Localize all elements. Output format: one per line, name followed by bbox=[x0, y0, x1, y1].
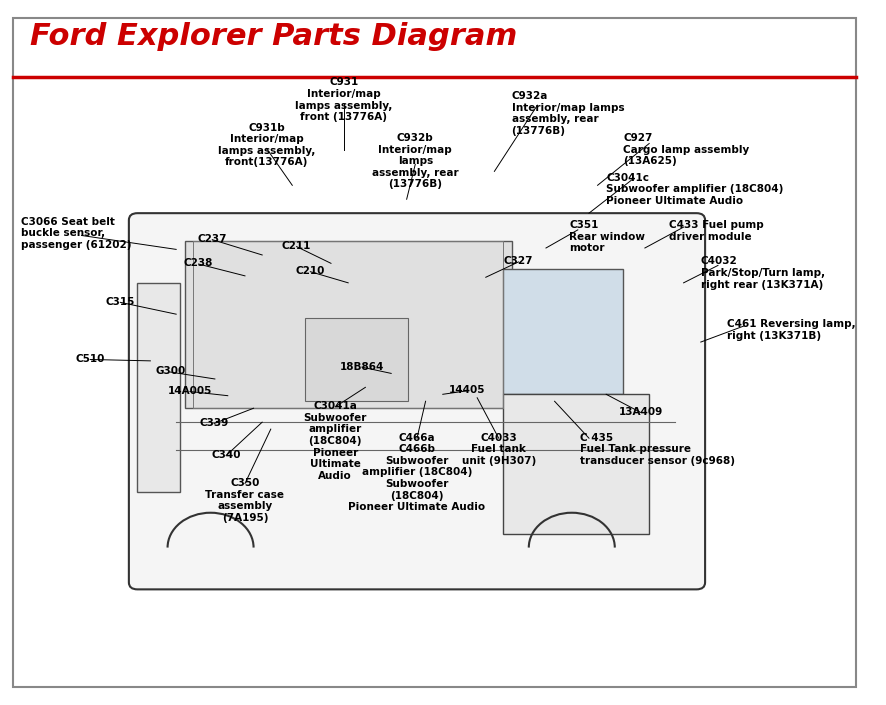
Text: C340: C340 bbox=[211, 450, 240, 460]
Text: G300: G300 bbox=[155, 367, 185, 376]
Text: C461 Reversing lamp,
right (13K371B): C461 Reversing lamp, right (13K371B) bbox=[726, 319, 854, 341]
Text: C339: C339 bbox=[199, 418, 229, 428]
Text: C327: C327 bbox=[503, 257, 532, 266]
Text: C238: C238 bbox=[183, 259, 213, 269]
Text: C4033
Fuel tank
unit (9H307): C4033 Fuel tank unit (9H307) bbox=[461, 433, 535, 466]
Text: C350
Transfer case
assembly
(7A195): C350 Transfer case assembly (7A195) bbox=[206, 478, 284, 522]
Text: 18B864: 18B864 bbox=[339, 362, 384, 372]
Text: C927
Cargo lamp assembly
(13A625): C927 Cargo lamp assembly (13A625) bbox=[623, 133, 749, 166]
Text: C510: C510 bbox=[75, 354, 105, 364]
Text: C931
Interior/map
lamps assembly,
front (13776A): C931 Interior/map lamps assembly, front … bbox=[295, 78, 392, 122]
Text: C211: C211 bbox=[282, 241, 311, 251]
Text: C210: C210 bbox=[295, 266, 324, 276]
Text: C932a
Interior/map lamps
assembly, rear
(13776B): C932a Interior/map lamps assembly, rear … bbox=[511, 91, 624, 136]
Text: C466a
C466b
Subwoofer
amplifier (18C804)
Subwoofer
(18C804)
Pioneer Ultimate Aud: C466a C466b Subwoofer amplifier (18C804)… bbox=[348, 433, 485, 513]
Bar bbox=[305, 318, 408, 401]
Text: 14A005: 14A005 bbox=[167, 386, 212, 396]
Bar bbox=[137, 283, 180, 492]
Text: C315: C315 bbox=[105, 297, 135, 307]
Text: 14405: 14405 bbox=[448, 385, 485, 396]
Text: C3041a
Subwoofer
amplifier
(18C804)
Pioneer
Ultimate
Audio: C3041a Subwoofer amplifier (18C804) Pion… bbox=[303, 401, 367, 481]
Bar bbox=[502, 394, 649, 534]
FancyBboxPatch shape bbox=[128, 213, 704, 589]
Text: 13A409: 13A409 bbox=[618, 407, 662, 417]
Text: C433 Fuel pump
driver module: C433 Fuel pump driver module bbox=[668, 220, 763, 242]
Text: C4032
Park/Stop/Turn lamp,
right rear (13K371A): C4032 Park/Stop/Turn lamp, right rear (1… bbox=[700, 257, 824, 290]
Bar bbox=[502, 269, 623, 394]
Text: C3066 Seat belt
buckle sensor,
passenger (61202): C3066 Seat belt buckle sensor, passenger… bbox=[21, 216, 132, 250]
Text: C237: C237 bbox=[198, 234, 227, 244]
Text: Ford Explorer Parts Diagram: Ford Explorer Parts Diagram bbox=[30, 22, 517, 51]
Bar bbox=[184, 241, 511, 408]
Text: C932b
Interior/map
lamps
assembly, rear
(13776B): C932b Interior/map lamps assembly, rear … bbox=[371, 133, 458, 190]
Text: C 435
Fuel Tank pressure
transducer sensor (9c968): C 435 Fuel Tank pressure transducer sens… bbox=[579, 433, 734, 466]
Text: C3041c
Subwoofer amplifier (18C804)
Pioneer Ultimate Audio: C3041c Subwoofer amplifier (18C804) Pion… bbox=[605, 173, 782, 206]
Text: C351
Rear window
motor: C351 Rear window motor bbox=[569, 220, 644, 253]
Text: C931b
Interior/map
lamps assembly,
front(13776A): C931b Interior/map lamps assembly, front… bbox=[218, 123, 315, 167]
